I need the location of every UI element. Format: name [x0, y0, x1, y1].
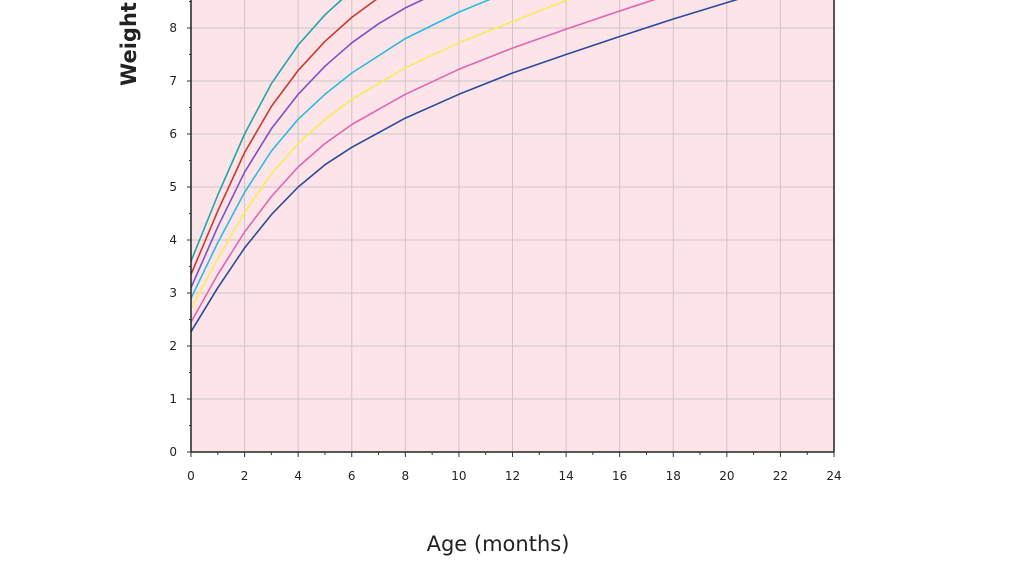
y-tick-label: 3: [169, 286, 177, 300]
x-tick-label: 14: [558, 469, 573, 483]
series-line-3: [190, 0, 570, 310]
x-tick-label: 4: [294, 469, 302, 483]
x-tick-label: 8: [402, 469, 410, 483]
y-tick-label: 4: [169, 233, 177, 247]
grid-layer: [191, 0, 834, 452]
y-tick-label: 2: [169, 339, 177, 353]
x-tick-label: 22: [773, 469, 788, 483]
series-line-1: [190, 0, 739, 333]
y-axis-title: Weight: [117, 2, 141, 86]
x-tick-label: 18: [666, 469, 681, 483]
y-tick-label: 1: [169, 392, 177, 406]
series-line-7: [190, 0, 343, 262]
y-tick-label: 5: [169, 180, 177, 194]
x-tick-label: 20: [719, 469, 734, 483]
series-line-6: [190, 0, 377, 275]
x-tick-label: 10: [451, 469, 466, 483]
series-line-2: [190, 0, 656, 323]
x-tick-label: 12: [505, 469, 520, 483]
series-layer: [190, 0, 739, 333]
y-tick-label: 0: [169, 445, 177, 459]
x-tick-label: 24: [826, 469, 841, 483]
y-tick-label: 6: [169, 127, 177, 141]
x-axis-title: Age (months): [427, 532, 570, 556]
y-tick-label: 8: [169, 21, 177, 35]
x-tick-label: 0: [187, 469, 195, 483]
x-tick-label: 6: [348, 469, 356, 483]
y-tick-label: 7: [169, 74, 177, 88]
x-tick-label: 16: [612, 469, 627, 483]
x-tick-label: 2: [241, 469, 249, 483]
series-line-5: [190, 0, 424, 289]
series-line-4: [190, 0, 491, 299]
